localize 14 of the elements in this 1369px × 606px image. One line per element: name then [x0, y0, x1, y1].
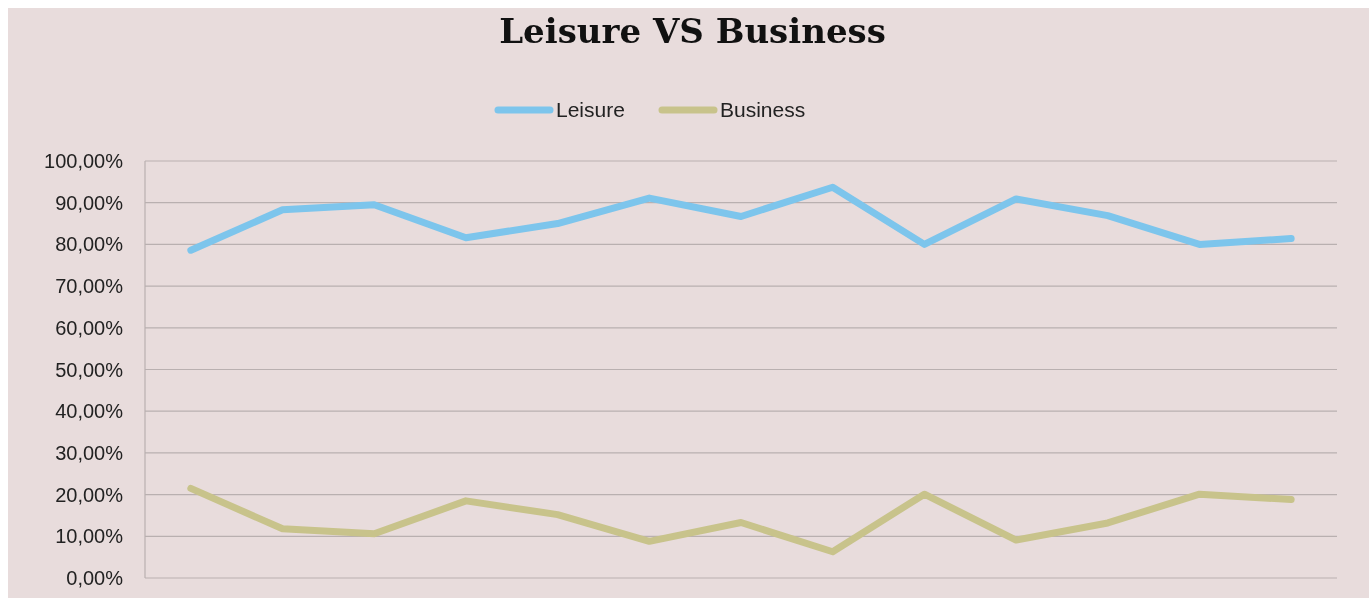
legend-label: Business	[720, 98, 806, 121]
y-tick-label: 0,00%	[66, 567, 124, 589]
y-tick-label: 70,00%	[55, 275, 124, 298]
legend-label: Leisure	[556, 98, 625, 121]
y-tick-label: 80,00%	[55, 233, 124, 256]
y-tick-label: 30,00%	[55, 441, 124, 464]
y-tick-label: 10,00%	[55, 525, 124, 548]
y-tick-label: 50,00%	[55, 358, 124, 381]
y-tick-label: 20,00%	[55, 483, 124, 506]
y-tick-label: 40,00%	[55, 400, 124, 423]
y-tick-label: 90,00%	[55, 191, 124, 214]
y-tick-label: 100,00%	[44, 150, 124, 172]
chart-title: Leisure VS Business	[499, 11, 886, 51]
y-tick-label: 60,00%	[55, 316, 124, 339]
